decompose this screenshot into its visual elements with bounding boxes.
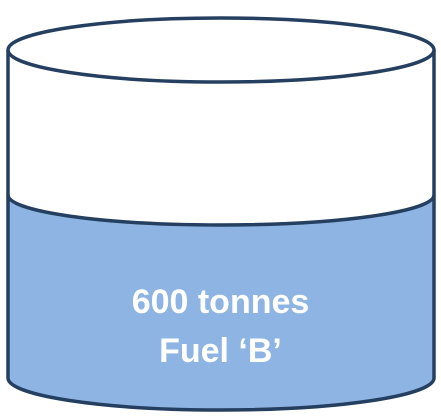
tank-bottom-edge: [6, 377, 436, 412]
fuel-fluid: [8, 195, 434, 410]
fluid-surface-line: [6, 194, 436, 227]
quantity-label: 600 tonnes: [131, 283, 310, 321]
tank-top-opening: [6, 16, 436, 84]
fuel-type-label: Fuel ‘B’: [159, 332, 282, 370]
